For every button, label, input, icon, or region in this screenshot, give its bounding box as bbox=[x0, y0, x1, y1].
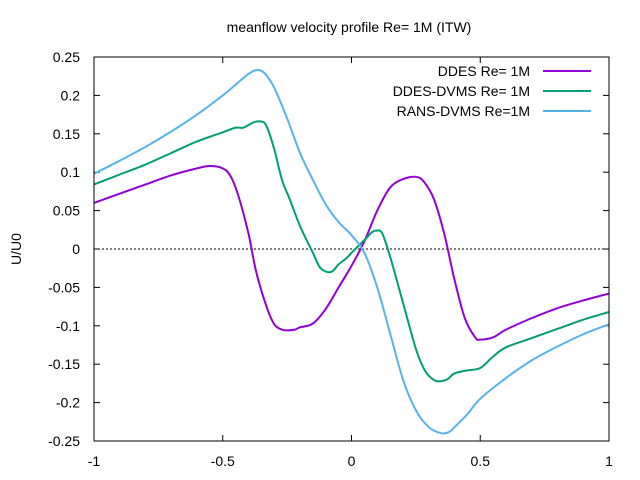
y-tick-label: -0.2 bbox=[56, 395, 80, 411]
x-tick-label: -1 bbox=[88, 453, 101, 469]
legend-label: RANS-DVMS Re=1M bbox=[397, 103, 530, 119]
legend: DDES Re= 1M DDES-DVMS Re= 1M RANS-DVMS Re=… bbox=[393, 63, 591, 119]
y-axis-label: U/U0 bbox=[8, 233, 24, 265]
y-tick-label: -0.1 bbox=[56, 318, 80, 334]
y-tick-label: 0 bbox=[72, 241, 80, 257]
y-tick-label: 0.1 bbox=[61, 164, 81, 180]
x-tick-label: 0 bbox=[348, 453, 356, 469]
axes-layer: -0.25 -0.2 -0.15 -0.1 -0.05 0 0.05 0.1 0.15 0.2 0.… bbox=[48, 49, 613, 469]
y-tick-label: 0.15 bbox=[53, 126, 80, 142]
series-line-1 bbox=[93, 165, 610, 341]
x-tick-label: -0.5 bbox=[211, 453, 235, 469]
plot-frame bbox=[93, 56, 610, 442]
y-tick-label: -0.25 bbox=[48, 433, 80, 449]
x-tick-label: 1 bbox=[605, 453, 613, 469]
y-tick-label: 0.2 bbox=[61, 87, 81, 103]
y-tick-label: 0.25 bbox=[53, 49, 80, 65]
y-tick-label: -0.05 bbox=[48, 279, 80, 295]
series-layer bbox=[93, 68, 610, 435]
y-tick-label: 0.05 bbox=[53, 203, 80, 219]
chart-title: meanflow velocity profile Re= 1M (ITW) bbox=[227, 19, 472, 35]
x-tick-label: 0.5 bbox=[471, 453, 491, 469]
y-tick-label: -0.15 bbox=[48, 356, 80, 372]
legend-label: DDES-DVMS Re= 1M bbox=[393, 83, 530, 99]
series-line-3 bbox=[93, 68, 610, 435]
series-line-2 bbox=[93, 120, 610, 383]
legend-label: DDES Re= 1M bbox=[438, 63, 530, 79]
